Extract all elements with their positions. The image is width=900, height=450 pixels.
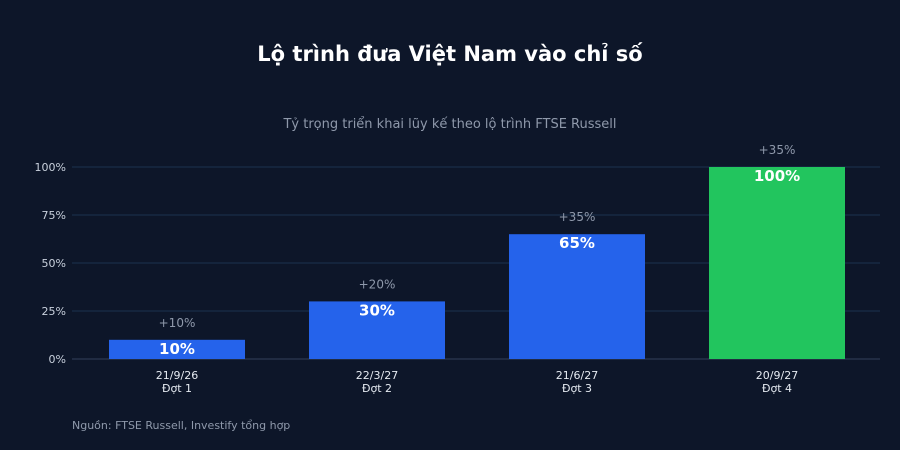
value-label: 30%: [359, 301, 395, 319]
y-tick-label: 0%: [49, 353, 66, 366]
x-tick-label-date: 20/9/27: [756, 369, 798, 382]
x-tick-label-date: 21/6/27: [556, 369, 598, 382]
x-tick-label-date: 21/9/26: [156, 369, 198, 382]
bar: [709, 167, 845, 359]
x-tick-label-date: 22/3/27: [356, 369, 398, 382]
value-label: 65%: [559, 234, 595, 252]
x-tick-label-phase: Đợt 3: [562, 382, 592, 395]
x-tick-label-phase: Đợt 1: [162, 382, 192, 395]
y-tick-label: 50%: [42, 257, 66, 270]
increment-label: +35%: [759, 143, 796, 157]
increment-label: +35%: [559, 210, 596, 224]
y-tick-label: 25%: [42, 305, 66, 318]
increment-label: +10%: [159, 316, 196, 330]
x-tick-label-phase: Đợt 2: [362, 382, 392, 395]
value-label: 100%: [754, 167, 800, 185]
bar: [109, 339, 245, 359]
bar: [509, 234, 645, 359]
y-tick-label: 75%: [42, 209, 66, 222]
value-label: 10%: [159, 340, 195, 358]
increment-label: +20%: [359, 277, 396, 291]
source-note: Nguồn: FTSE Russell, Investify tổng hợp: [72, 419, 291, 432]
chart-subtitle: Tỷ trọng triển khai lũy kế theo lộ trình…: [283, 117, 617, 132]
chart-title: Lộ trình đưa Việt Nam vào chỉ số: [257, 42, 643, 66]
y-tick-label: 100%: [35, 161, 66, 174]
bar: [309, 301, 445, 359]
x-tick-label-phase: Đợt 4: [762, 382, 792, 395]
